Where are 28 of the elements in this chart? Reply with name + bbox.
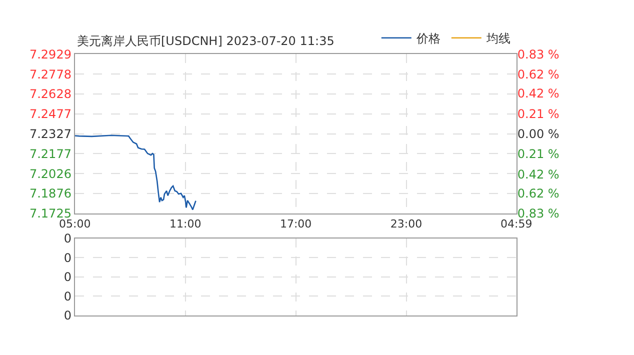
y2-tick-label: 0.62 % xyxy=(517,186,560,201)
y-tick-label: 7.2327 xyxy=(29,127,72,141)
y2-tick-label: 0.83 % xyxy=(517,47,560,62)
y-tick-label: 7.2177 xyxy=(29,146,72,161)
y-tick-label: 7.2628 xyxy=(29,87,72,102)
y-tick-label: 0 xyxy=(64,232,72,246)
chart-title: 美元离岸人民币[USDCNH] 2023-07-20 11:35 xyxy=(77,34,334,48)
y2-tick-label: 0.00 % xyxy=(517,127,560,141)
y-tick-label: 7.2026 xyxy=(29,166,72,181)
legend-label: 均线 xyxy=(485,32,510,46)
x-tick-label: 17:00 xyxy=(280,218,312,231)
y-tick-label: 0 xyxy=(64,308,72,323)
y-tick-label: 7.1876 xyxy=(29,186,72,201)
y-tick-label: 7.2778 xyxy=(29,67,72,82)
y2-tick-label: 0.21 % xyxy=(517,147,560,162)
legend-label: 价格 xyxy=(415,32,440,46)
y-tick-label: 7.2929 xyxy=(29,47,72,62)
y2-tick-label: 0.62 % xyxy=(517,67,560,82)
x-tick-label: 23:00 xyxy=(390,218,422,231)
y-tick-label: 7.2477 xyxy=(29,107,72,122)
y2-tick-label: 0.21 % xyxy=(517,106,560,121)
y-tick-label: 0 xyxy=(64,250,72,265)
line-series xyxy=(74,134,196,210)
y2-tick-label: 0.42 % xyxy=(517,167,560,182)
x-tick-label: 11:00 xyxy=(169,218,202,231)
y-tick-label: 0 xyxy=(64,270,72,284)
y2-tick-label: 0.42 % xyxy=(517,86,560,101)
y-tick-label: 0 xyxy=(64,289,72,304)
